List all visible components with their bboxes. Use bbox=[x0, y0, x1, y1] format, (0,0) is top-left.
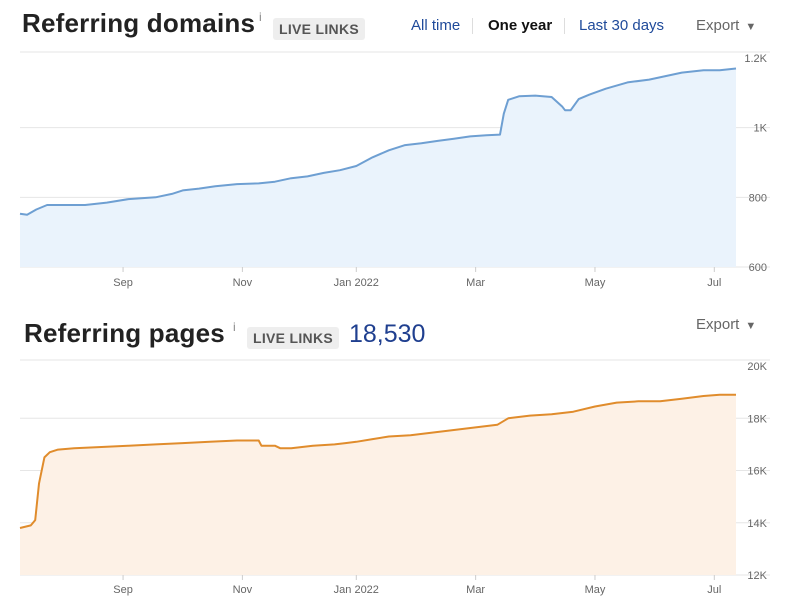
domains-y-tick-label: 1.2K bbox=[744, 53, 767, 65]
range-separator bbox=[564, 18, 565, 34]
domains-series-line[interactable] bbox=[19, 67, 737, 216]
pages-x-tick-label: May bbox=[585, 584, 606, 596]
pages-x-tick-label: Jul bbox=[707, 584, 721, 596]
pages-area-fill bbox=[20, 394, 736, 575]
pages-live-links-badge: LIVE LINKS bbox=[247, 327, 340, 349]
domains-x-tick-label: Jan 2022 bbox=[334, 277, 379, 289]
export-label: Export bbox=[696, 316, 740, 333]
pages-x-tick-label: Nov bbox=[233, 584, 253, 596]
domains-area-fill bbox=[20, 68, 736, 267]
pages-x-tick-label: Mar bbox=[466, 584, 485, 596]
domains-live-links-badge: LIVE LINKS bbox=[273, 18, 366, 40]
pages-export-button[interactable]: Export ▼ bbox=[696, 316, 756, 333]
pages-y-tick-label: 14K bbox=[747, 518, 767, 530]
pages-total-count: 18,530 bbox=[349, 320, 426, 348]
range-separator bbox=[472, 18, 473, 34]
pages-y-tick-label: 18K bbox=[747, 413, 767, 425]
pages-y-tick-label: 12K bbox=[747, 570, 767, 582]
pages-y-tick-label: 20K bbox=[747, 361, 767, 373]
pages-title: Referring pages bbox=[24, 318, 225, 348]
range-one-year[interactable]: One year bbox=[488, 17, 553, 34]
range-all-time[interactable]: All time bbox=[411, 17, 461, 34]
pages-y-tick-label: 16K bbox=[747, 466, 767, 478]
range-last-30-days[interactable]: Last 30 days bbox=[579, 17, 665, 34]
pages-x-tick-label: Sep bbox=[113, 584, 133, 596]
domains-x-tick-label: May bbox=[585, 277, 606, 289]
domains-y-tick-label: 800 bbox=[749, 192, 767, 204]
domains-x-tick-label: Sep bbox=[113, 277, 133, 289]
chevron-down-icon: ▼ bbox=[745, 21, 757, 33]
chevron-down-icon: ▼ bbox=[745, 320, 757, 332]
domains-y-tick-label: 600 bbox=[749, 262, 767, 274]
domains-x-tick-label: Jul bbox=[707, 277, 721, 289]
domains-x-tick-label: Nov bbox=[233, 277, 253, 289]
domains-export-button[interactable]: Export ▼ bbox=[696, 17, 756, 34]
pages-series-line[interactable] bbox=[19, 393, 736, 529]
export-label: Export bbox=[696, 17, 740, 34]
pages-info-icon[interactable]: i bbox=[233, 320, 236, 334]
pages-x-tick-label: Jan 2022 bbox=[334, 584, 379, 596]
domains-y-tick-label: 1K bbox=[754, 123, 768, 135]
domains-x-tick-label: Mar bbox=[466, 277, 485, 289]
domains-title: Referring domains bbox=[22, 8, 256, 38]
domains-info-icon[interactable]: i bbox=[259, 10, 262, 24]
